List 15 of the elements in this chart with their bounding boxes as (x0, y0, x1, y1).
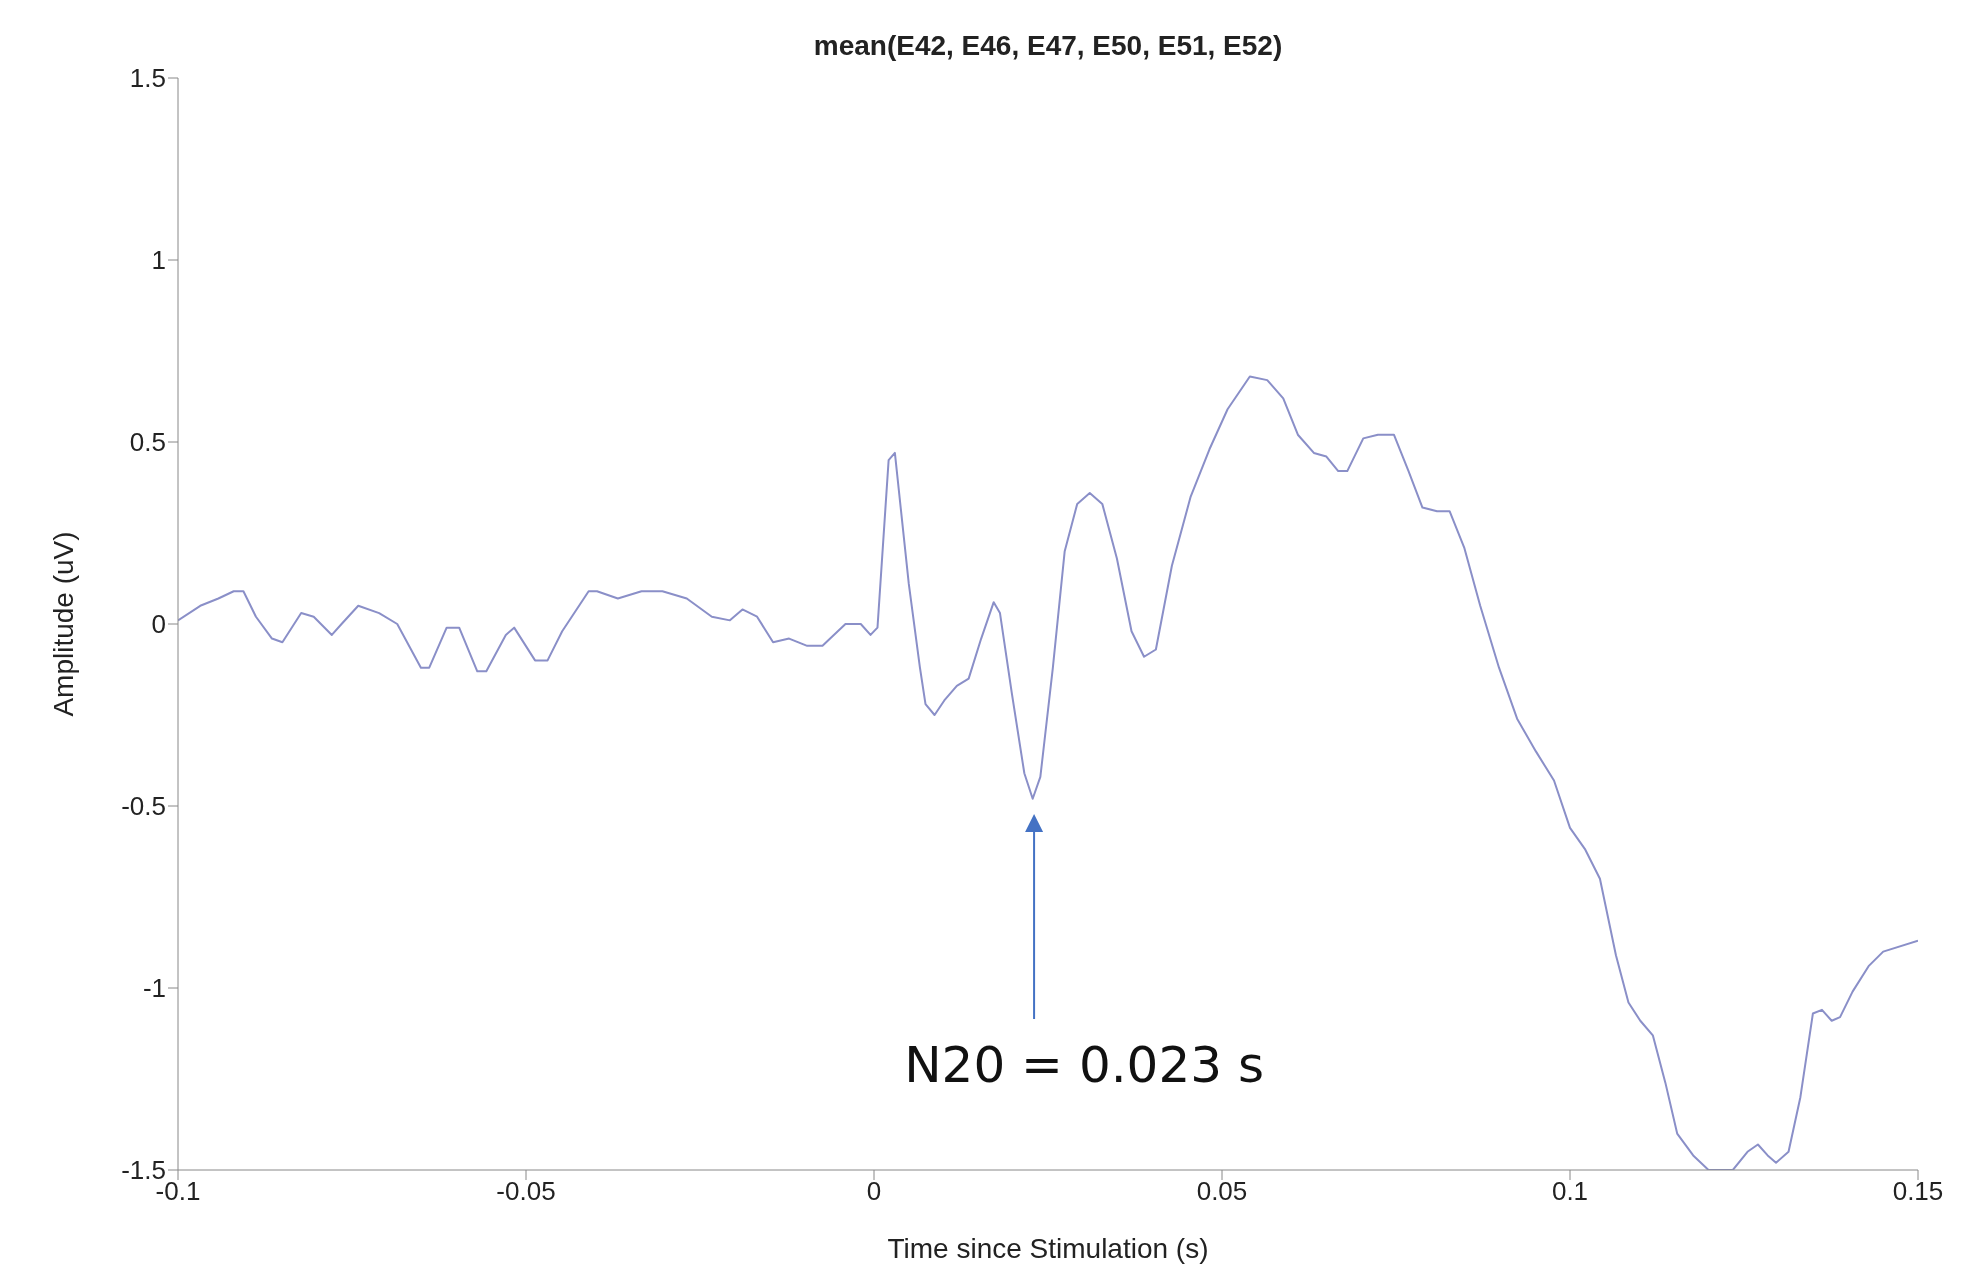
x-tick-label: 0.1 (1551, 1176, 1589, 1207)
x-axis-title: Time since Stimulation (s) (887, 1233, 1209, 1264)
y-axis-title: Amplitude (uV) (47, 531, 79, 717)
y-tick-label: 1.5 (129, 63, 166, 94)
y-tick-label: 0 (151, 609, 166, 640)
x-tick-label: 0.05 (1196, 1176, 1248, 1207)
x-tick-label: -0.05 (496, 1176, 556, 1207)
x-tick-label: 0.15 (1892, 1176, 1944, 1207)
y-tick-label: -1 (142, 973, 166, 1004)
y-tick-label: 1 (151, 245, 166, 276)
y-tick-label: 0.5 (129, 427, 166, 458)
y-tick-label: -0.5 (121, 791, 166, 822)
annotation: N20 = 0.023 s (904, 1036, 1264, 1094)
chart-title: mean(E42, E46, E47, E50, E51, E52) (812, 30, 1284, 62)
x-tick-label: 0 (866, 1176, 882, 1207)
